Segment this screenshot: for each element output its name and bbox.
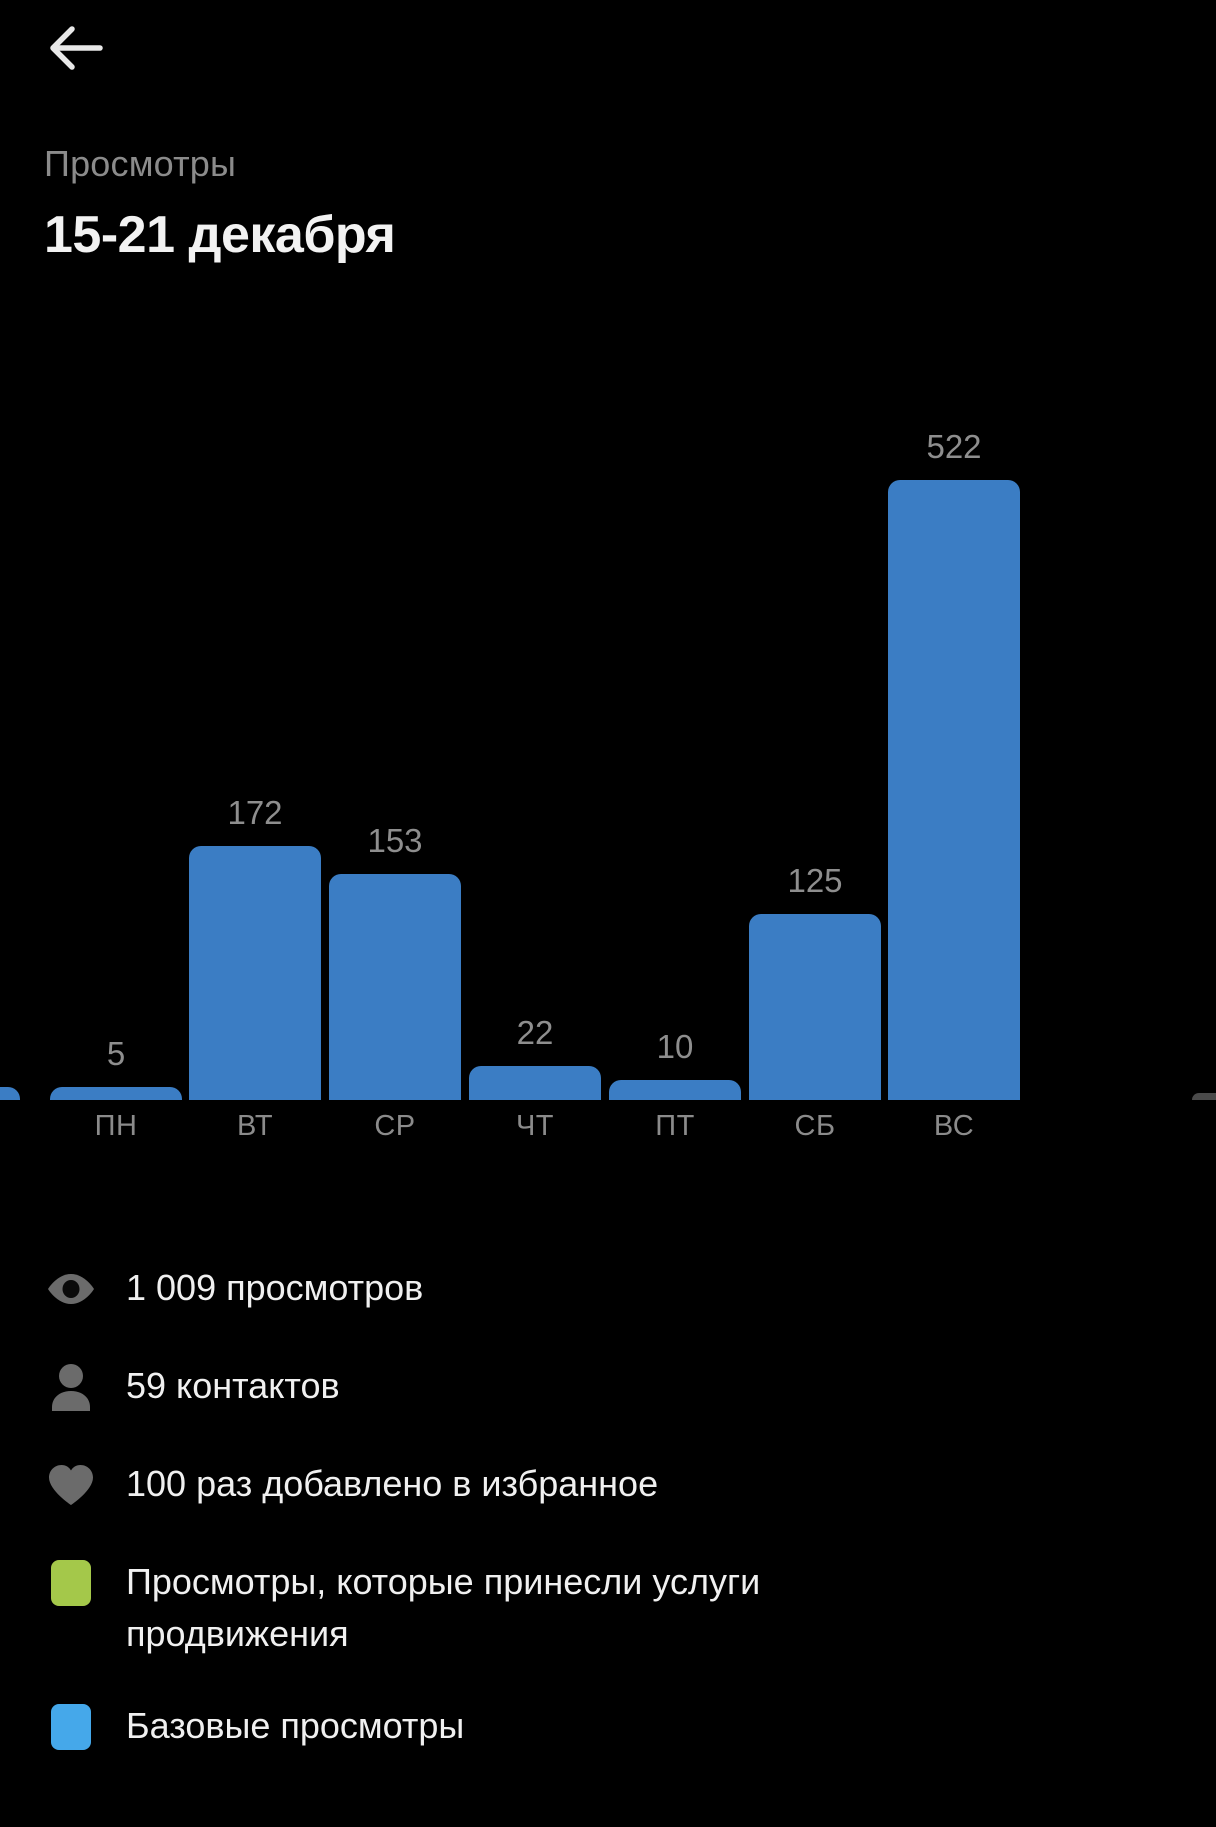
page-kicker: Просмотры — [44, 143, 237, 184]
bar-value-wed: 153 — [367, 822, 423, 859]
bar-partial-right — [1192, 1093, 1216, 1100]
views-bar-chart: 5 172 153 22 10 125 522 ПН — [0, 330, 1216, 1142]
bar-partial-left — [0, 1087, 20, 1100]
axis-tick-mon: ПН — [94, 1110, 138, 1142]
bar-rect-fri[interactable] — [609, 1080, 741, 1100]
bar-value-thu: 22 — [516, 1014, 554, 1051]
stat-text-contacts: 59 контактов — [126, 1365, 340, 1406]
stat-text-favorites: 100 раз добавлено в избранное — [126, 1463, 659, 1504]
bar-rect-tue[interactable] — [189, 846, 321, 1100]
legend-text-promotion: Просмотры, которые принесли услуги продв… — [126, 1561, 761, 1654]
stat-row-contacts: 59 контактов — [0, 1360, 1216, 1414]
legend-row-promotion: Просмотры, которые принесли услуги продв… — [0, 1556, 1216, 1660]
eye-icon — [44, 1262, 98, 1316]
bar-value-sun: 522 — [926, 428, 982, 465]
stats-list: 1 009 просмотров 59 контактов 100 раз до… — [0, 1262, 1216, 1798]
bar-rect-wed[interactable] — [329, 874, 461, 1100]
axis-tick-sun: ВС — [933, 1110, 975, 1142]
bar-group-fri[interactable]: 10 — [609, 1028, 741, 1100]
chart-plot: 5 172 153 22 10 125 522 — [0, 330, 1216, 1100]
bar-group-thu[interactable]: 22 — [469, 1014, 601, 1100]
bar-group-sun[interactable]: 522 — [888, 428, 1020, 1100]
bar-value-mon: 5 — [106, 1035, 126, 1072]
bar-group-wed[interactable]: 153 — [329, 822, 461, 1100]
bar-group-tue[interactable]: 172 — [189, 794, 321, 1100]
arrow-left-icon — [48, 23, 104, 73]
bar-rect-sun[interactable] — [888, 480, 1020, 1100]
stat-row-favorites: 100 раз добавлено в избранное — [0, 1458, 1216, 1512]
legend-text-basic: Базовые просмотры — [126, 1705, 465, 1746]
bar-group-sat[interactable]: 125 — [749, 862, 881, 1100]
axis-tick-tue: ВТ — [236, 1110, 274, 1142]
back-button[interactable] — [34, 10, 118, 86]
legend-row-basic: Базовые просмотры — [0, 1700, 1216, 1754]
stat-text-views: 1 009 просмотров — [126, 1267, 424, 1308]
axis-tick-fri: ПТ — [655, 1110, 695, 1142]
axis-tick-sat: СБ — [794, 1110, 836, 1142]
basic-views-swatch — [44, 1700, 98, 1754]
bar-value-sat: 125 — [787, 862, 843, 899]
stat-row-views: 1 009 просмотров — [0, 1262, 1216, 1316]
heart-icon — [44, 1458, 98, 1512]
promotion-views-swatch — [44, 1556, 98, 1610]
bar-rect-thu[interactable] — [469, 1066, 601, 1100]
bar-rect-mon[interactable] — [50, 1087, 182, 1100]
bar-value-fri: 10 — [656, 1028, 694, 1065]
bar-value-tue: 172 — [227, 794, 283, 831]
page-title: 15-21 декабря — [44, 206, 396, 264]
app-header: Просмотры 15-21 декабря — [0, 0, 1216, 300]
promotion-views-color — [51, 1560, 91, 1606]
chart-x-axis: ПН ВТ СР ЧТ ПТ СБ ВС — [0, 1100, 1216, 1160]
bar-group-mon[interactable]: 5 — [50, 1035, 182, 1100]
person-icon — [44, 1360, 98, 1414]
axis-tick-wed: СР — [374, 1110, 416, 1142]
bar-rect-sat[interactable] — [749, 914, 881, 1100]
axis-tick-thu: ЧТ — [515, 1110, 555, 1142]
basic-views-color — [51, 1704, 91, 1750]
